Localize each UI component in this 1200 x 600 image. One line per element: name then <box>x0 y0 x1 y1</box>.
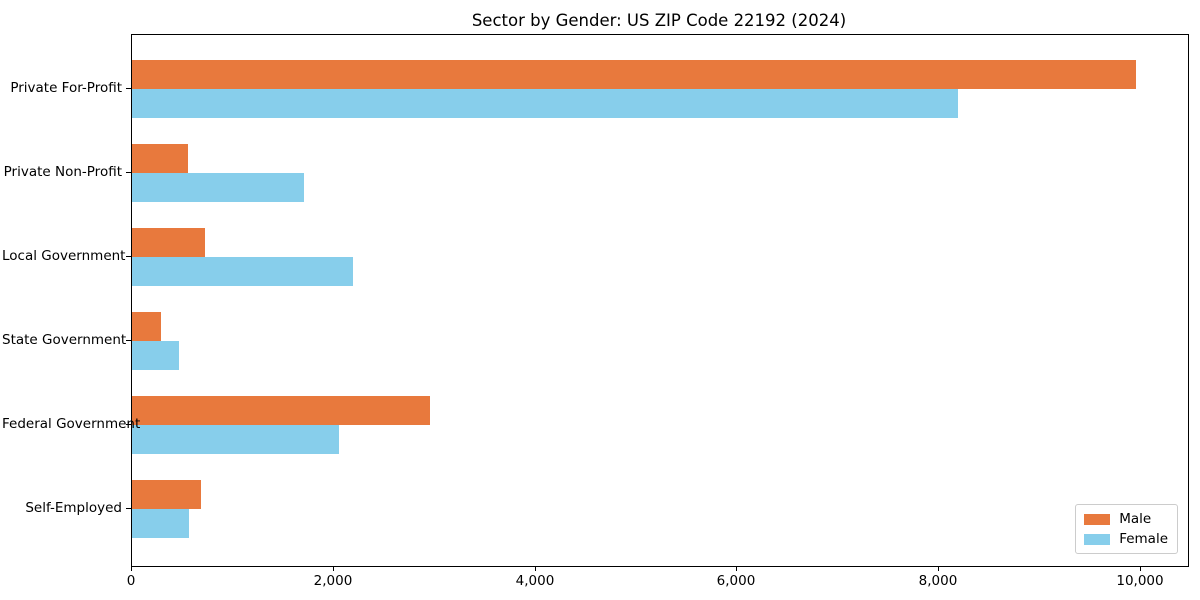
x-tick-label: 8,000 <box>918 573 958 589</box>
bar-female-6 <box>132 509 189 538</box>
legend-swatch-female-icon <box>1084 533 1111 545</box>
y-tick-label: Self-Employed <box>25 500 122 516</box>
plot-area: Male Female <box>131 34 1189 567</box>
x-tick-mark <box>131 566 132 571</box>
x-tick-label: 10,000 <box>1116 573 1164 589</box>
bar-female-1 <box>132 89 958 118</box>
legend-swatch-male-icon <box>1084 513 1111 525</box>
bar-female-4 <box>132 341 179 370</box>
x-tick-mark <box>333 566 334 571</box>
y-tick-label: Federal Government <box>2 416 141 432</box>
x-tick-mark <box>736 566 737 571</box>
x-tick-mark <box>1140 566 1141 571</box>
y-tick-mark <box>126 172 131 173</box>
x-tick-label: 4,000 <box>515 573 555 589</box>
legend-item-female: Female <box>1084 532 1168 546</box>
x-tick-label: 2,000 <box>313 573 353 589</box>
bar-male-4 <box>132 312 161 341</box>
bar-male-2 <box>132 144 188 173</box>
y-tick-label: State Government <box>2 332 127 348</box>
chart-title: Sector by Gender: US ZIP Code 22192 (202… <box>471 11 847 30</box>
bar-female-5 <box>132 425 339 454</box>
y-tick-mark <box>126 340 131 341</box>
x-tick-label: 0 <box>126 573 136 589</box>
y-tick-mark <box>126 256 131 257</box>
y-tick-mark <box>126 508 131 509</box>
bar-male-3 <box>132 228 205 257</box>
legend-item-male: Male <box>1084 512 1168 526</box>
bar-male-5 <box>132 396 430 425</box>
y-tick-label: Local Government <box>2 248 126 264</box>
bar-female-2 <box>132 173 304 202</box>
y-tick-label: Private For-Profit <box>10 80 122 96</box>
y-tick-mark <box>126 424 131 425</box>
bar-male-1 <box>132 60 1136 89</box>
y-tick-label: Private Non-Profit <box>3 164 122 180</box>
legend-label-female: Female <box>1119 531 1168 547</box>
y-tick-mark <box>126 88 131 89</box>
legend-label-male: Male <box>1119 511 1152 527</box>
bar-male-6 <box>132 480 201 509</box>
x-tick-label: 6,000 <box>716 573 756 589</box>
x-tick-mark <box>938 566 939 571</box>
legend: Male Female <box>1075 504 1178 554</box>
bar-female-3 <box>132 257 353 286</box>
x-tick-mark <box>535 566 536 571</box>
